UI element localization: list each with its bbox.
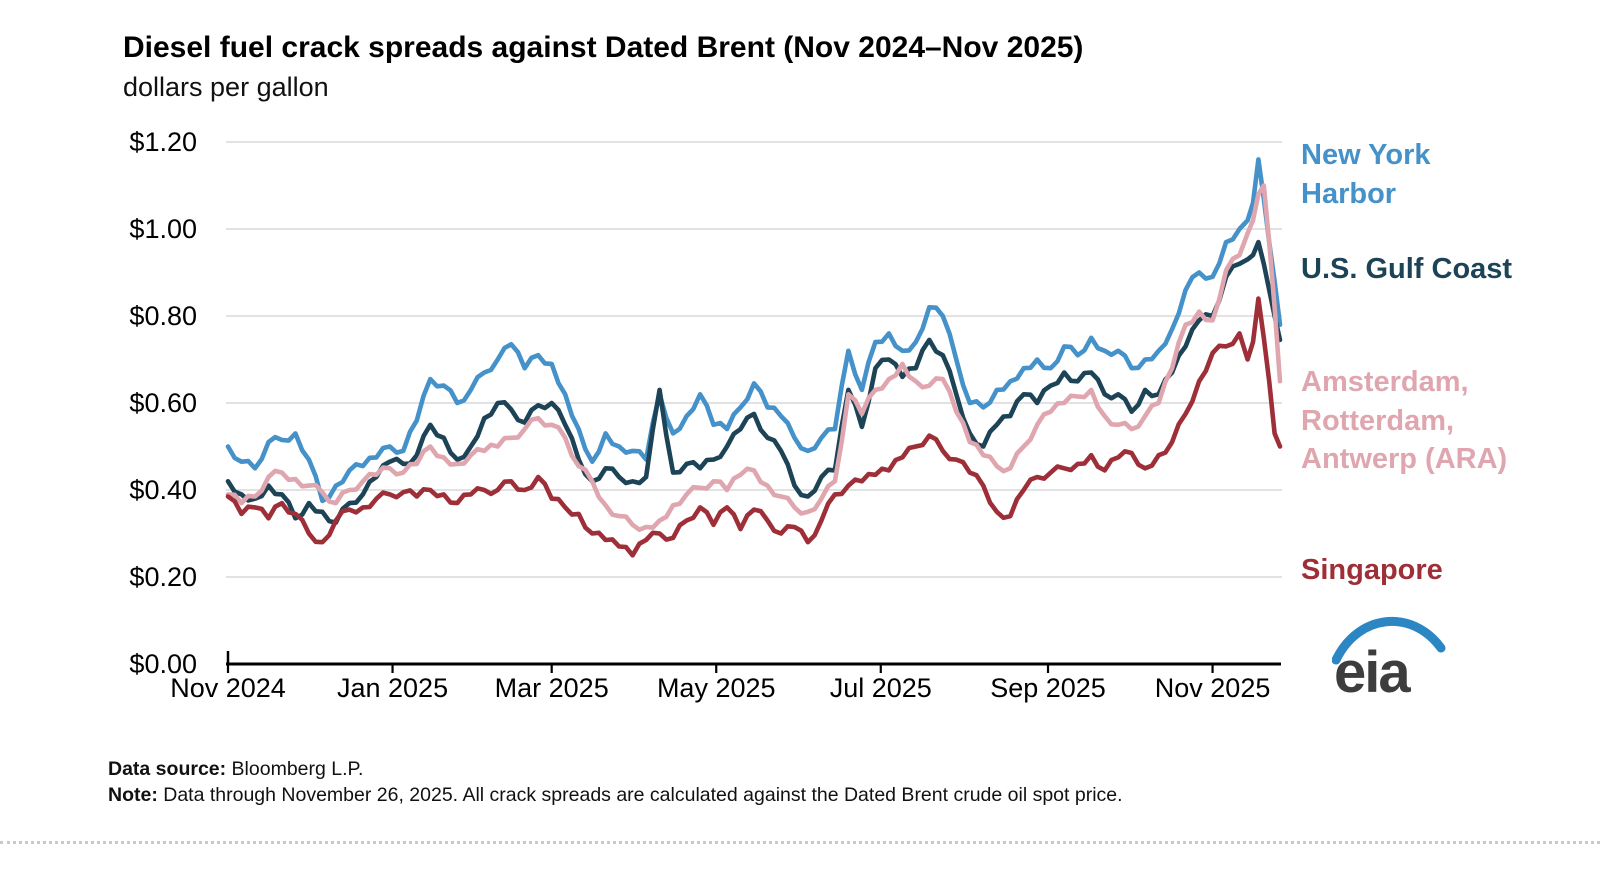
series-line-0 — [225, 157, 1283, 504]
series-line-2 — [225, 183, 1283, 533]
eia-logo-swoosh-icon — [1332, 616, 1446, 665]
data-source-text: Bloomberg L.P. — [231, 758, 364, 780]
data-source-label: Data source: — [108, 758, 227, 780]
note-label: Note: — [108, 784, 158, 806]
legend-item-ara: Amsterdam, Rotterdam, Antwerp (ARA) — [1301, 366, 1508, 476]
data-source-line: Data source: Bloomberg L.P. — [108, 756, 1123, 782]
x-tick-label: Nov 2025 — [1155, 673, 1271, 703]
legend-item-new-york-harbor: New York Harbor — [1301, 139, 1431, 210]
y-tick-label: $0.80 — [129, 301, 197, 331]
note-text: Data through November 26, 2025. All crac… — [163, 784, 1123, 806]
eia-swoosh-path — [1332, 616, 1446, 665]
footer: Data source: Bloomberg L.P. Note: Data t… — [108, 756, 1123, 808]
series-line-3 — [225, 296, 1283, 558]
y-tick-label: $0.40 — [129, 475, 197, 505]
x-tick-label: Sep 2025 — [990, 673, 1106, 703]
x-tick-label: Nov 2024 — [170, 673, 286, 703]
series-line-1 — [225, 239, 1283, 525]
legend-item-us-gulf-coast: U.S. Gulf Coast — [1301, 253, 1513, 285]
x-tick-label: May 2025 — [657, 673, 776, 703]
chart-units-label: dollars per gallon — [123, 72, 329, 102]
x-tick-label: Jul 2025 — [830, 673, 932, 703]
y-tick-label: $0.60 — [129, 388, 197, 418]
bottom-divider — [0, 841, 1600, 844]
y-tick-label: $0.20 — [129, 562, 197, 592]
eia-logo-text: eia — [1334, 640, 1411, 705]
y-tick-label: $1.20 — [129, 127, 197, 157]
page-title: Diesel fuel crack spreads against Dated … — [123, 31, 1084, 64]
y-tick-label: $0.00 — [129, 649, 197, 679]
y-tick-label: $1.00 — [129, 214, 197, 244]
x-tick-label: Jan 2025 — [337, 673, 448, 703]
note-line: Note: Data through November 26, 2025. Al… — [108, 782, 1123, 808]
x-tick-label: Mar 2025 — [495, 673, 609, 703]
eia-logo: eia — [1332, 606, 1446, 705]
legend-item-singapore: Singapore — [1301, 554, 1443, 586]
